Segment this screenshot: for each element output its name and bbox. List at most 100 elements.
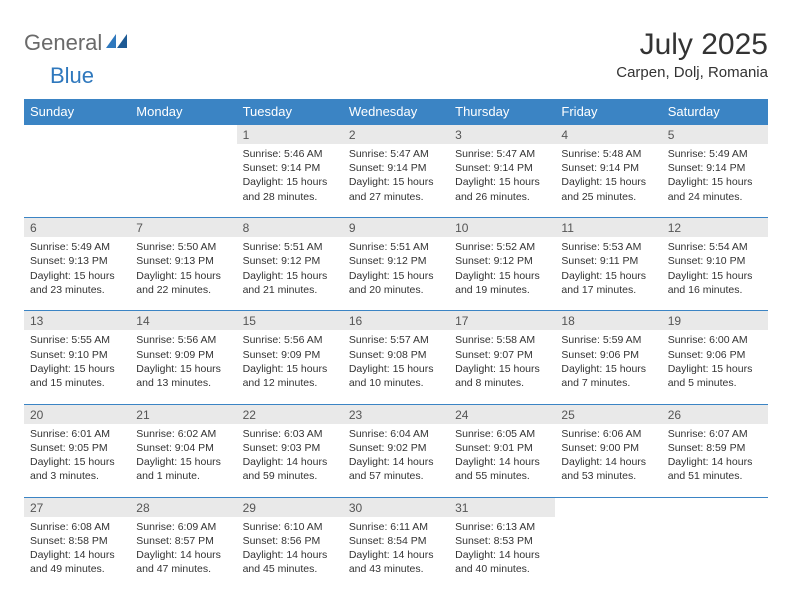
sunset-text: Sunset: 8:59 PM: [668, 441, 762, 455]
daylight-text-2: and 15 minutes.: [30, 376, 124, 390]
sunrise-text: Sunrise: 5:47 AM: [349, 147, 443, 161]
day-detail-cell: Sunrise: 6:11 AMSunset: 8:54 PMDaylight:…: [343, 517, 449, 587]
day-detail-cell: Sunrise: 5:52 AMSunset: 9:12 PMDaylight:…: [449, 237, 555, 307]
day-number-cell: 4: [555, 125, 661, 145]
sunrise-text: Sunrise: 6:10 AM: [243, 520, 337, 534]
day-number-cell: 14: [130, 311, 236, 331]
dow-saturday: Saturday: [662, 99, 768, 125]
sunrise-text: Sunrise: 5:51 AM: [243, 240, 337, 254]
day-detail-cell: Sunrise: 5:58 AMSunset: 9:07 PMDaylight:…: [449, 330, 555, 400]
sunrise-text: Sunrise: 6:04 AM: [349, 427, 443, 441]
day-detail-cell: Sunrise: 6:08 AMSunset: 8:58 PMDaylight:…: [24, 517, 130, 587]
daylight-text-2: and 59 minutes.: [243, 469, 337, 483]
daylight-text-2: and 3 minutes.: [30, 469, 124, 483]
sunset-text: Sunset: 9:11 PM: [561, 254, 655, 268]
day-detail-cell: Sunrise: 5:47 AMSunset: 9:14 PMDaylight:…: [343, 144, 449, 214]
day-number-cell: 13: [24, 311, 130, 331]
daylight-text-1: Daylight: 15 hours: [668, 362, 762, 376]
daylight-text-1: Daylight: 14 hours: [30, 548, 124, 562]
day-number-cell: [130, 125, 236, 145]
day-number-cell: 12: [662, 218, 768, 238]
sunset-text: Sunset: 8:58 PM: [30, 534, 124, 548]
sunset-text: Sunset: 9:08 PM: [349, 348, 443, 362]
daylight-text-1: Daylight: 15 hours: [349, 175, 443, 189]
sunrise-text: Sunrise: 6:02 AM: [136, 427, 230, 441]
daylight-text-1: Daylight: 14 hours: [243, 455, 337, 469]
sunset-text: Sunset: 9:13 PM: [30, 254, 124, 268]
daylight-text-2: and 27 minutes.: [349, 190, 443, 204]
daylight-text-1: Daylight: 15 hours: [136, 362, 230, 376]
day-number-cell: 24: [449, 404, 555, 424]
daylight-text-2: and 25 minutes.: [561, 190, 655, 204]
day-detail-cell: [130, 144, 236, 214]
day-number-cell: 5: [662, 125, 768, 145]
daylight-text-1: Daylight: 15 hours: [349, 362, 443, 376]
daylight-text-1: Daylight: 14 hours: [243, 548, 337, 562]
sunrise-text: Sunrise: 6:06 AM: [561, 427, 655, 441]
sunrise-text: Sunrise: 6:08 AM: [30, 520, 124, 534]
sunset-text: Sunset: 9:14 PM: [668, 161, 762, 175]
day-detail-cell: Sunrise: 6:05 AMSunset: 9:01 PMDaylight:…: [449, 424, 555, 494]
location: Carpen, Dolj, Romania: [616, 64, 768, 81]
day-detail-cell: Sunrise: 5:49 AMSunset: 9:14 PMDaylight:…: [662, 144, 768, 214]
sunset-text: Sunset: 8:57 PM: [136, 534, 230, 548]
sunrise-text: Sunrise: 5:58 AM: [455, 333, 549, 347]
day-detail-cell: Sunrise: 5:51 AMSunset: 9:12 PMDaylight:…: [343, 237, 449, 307]
dow-row: Sunday Monday Tuesday Wednesday Thursday…: [24, 99, 768, 125]
sunrise-text: Sunrise: 6:07 AM: [668, 427, 762, 441]
sunrise-text: Sunrise: 6:13 AM: [455, 520, 549, 534]
day-detail-cell: Sunrise: 6:00 AMSunset: 9:06 PMDaylight:…: [662, 330, 768, 400]
daynum-row: 6789101112: [24, 218, 768, 238]
daylight-text-2: and 57 minutes.: [349, 469, 443, 483]
day-number-cell: 1: [237, 125, 343, 145]
daylight-text-1: Daylight: 15 hours: [561, 269, 655, 283]
daynum-row: 2728293031: [24, 497, 768, 517]
daylight-text-1: Daylight: 14 hours: [349, 548, 443, 562]
day-detail-cell: Sunrise: 6:13 AMSunset: 8:53 PMDaylight:…: [449, 517, 555, 587]
sunset-text: Sunset: 8:54 PM: [349, 534, 443, 548]
daylight-text-1: Daylight: 15 hours: [243, 269, 337, 283]
day-detail-cell: Sunrise: 5:47 AMSunset: 9:14 PMDaylight:…: [449, 144, 555, 214]
daylight-text-1: Daylight: 15 hours: [561, 362, 655, 376]
day-number-cell: 27: [24, 497, 130, 517]
day-number-cell: 17: [449, 311, 555, 331]
day-number-cell: 25: [555, 404, 661, 424]
month-title: July 2025: [616, 28, 768, 62]
day-detail-cell: Sunrise: 6:07 AMSunset: 8:59 PMDaylight:…: [662, 424, 768, 494]
day-detail-cell: Sunrise: 5:53 AMSunset: 9:11 PMDaylight:…: [555, 237, 661, 307]
sunrise-text: Sunrise: 5:57 AM: [349, 333, 443, 347]
sunset-text: Sunset: 9:13 PM: [136, 254, 230, 268]
detail-row: Sunrise: 5:46 AMSunset: 9:14 PMDaylight:…: [24, 144, 768, 214]
logo-triangle-icon: [106, 33, 128, 54]
day-detail-cell: Sunrise: 5:51 AMSunset: 9:12 PMDaylight:…: [237, 237, 343, 307]
daylight-text-1: Daylight: 15 hours: [30, 362, 124, 376]
day-detail-cell: Sunrise: 5:46 AMSunset: 9:14 PMDaylight:…: [237, 144, 343, 214]
day-detail-cell: Sunrise: 6:01 AMSunset: 9:05 PMDaylight:…: [24, 424, 130, 494]
daylight-text-1: Daylight: 15 hours: [243, 362, 337, 376]
day-number-cell: 15: [237, 311, 343, 331]
day-number-cell: 28: [130, 497, 236, 517]
daylight-text-1: Daylight: 14 hours: [455, 455, 549, 469]
daylight-text-2: and 47 minutes.: [136, 562, 230, 576]
sunset-text: Sunset: 8:56 PM: [243, 534, 337, 548]
daylight-text-1: Daylight: 15 hours: [668, 175, 762, 189]
day-number-cell: 9: [343, 218, 449, 238]
day-number-cell: 22: [237, 404, 343, 424]
sunset-text: Sunset: 9:09 PM: [243, 348, 337, 362]
sunrise-text: Sunrise: 6:01 AM: [30, 427, 124, 441]
sunrise-text: Sunrise: 5:52 AM: [455, 240, 549, 254]
sunset-text: Sunset: 9:07 PM: [455, 348, 549, 362]
calendar-table: Sunday Monday Tuesday Wednesday Thursday…: [24, 99, 768, 586]
daylight-text-2: and 51 minutes.: [668, 469, 762, 483]
daylight-text-2: and 53 minutes.: [561, 469, 655, 483]
day-number-cell: 19: [662, 311, 768, 331]
daylight-text-2: and 23 minutes.: [30, 283, 124, 297]
sunset-text: Sunset: 9:05 PM: [30, 441, 124, 455]
sunset-text: Sunset: 9:10 PM: [30, 348, 124, 362]
daylight-text-1: Daylight: 14 hours: [455, 548, 549, 562]
sunrise-text: Sunrise: 6:05 AM: [455, 427, 549, 441]
daylight-text-2: and 43 minutes.: [349, 562, 443, 576]
day-detail-cell: Sunrise: 5:56 AMSunset: 9:09 PMDaylight:…: [130, 330, 236, 400]
logo: General: [24, 30, 130, 56]
day-detail-cell: Sunrise: 5:50 AMSunset: 9:13 PMDaylight:…: [130, 237, 236, 307]
